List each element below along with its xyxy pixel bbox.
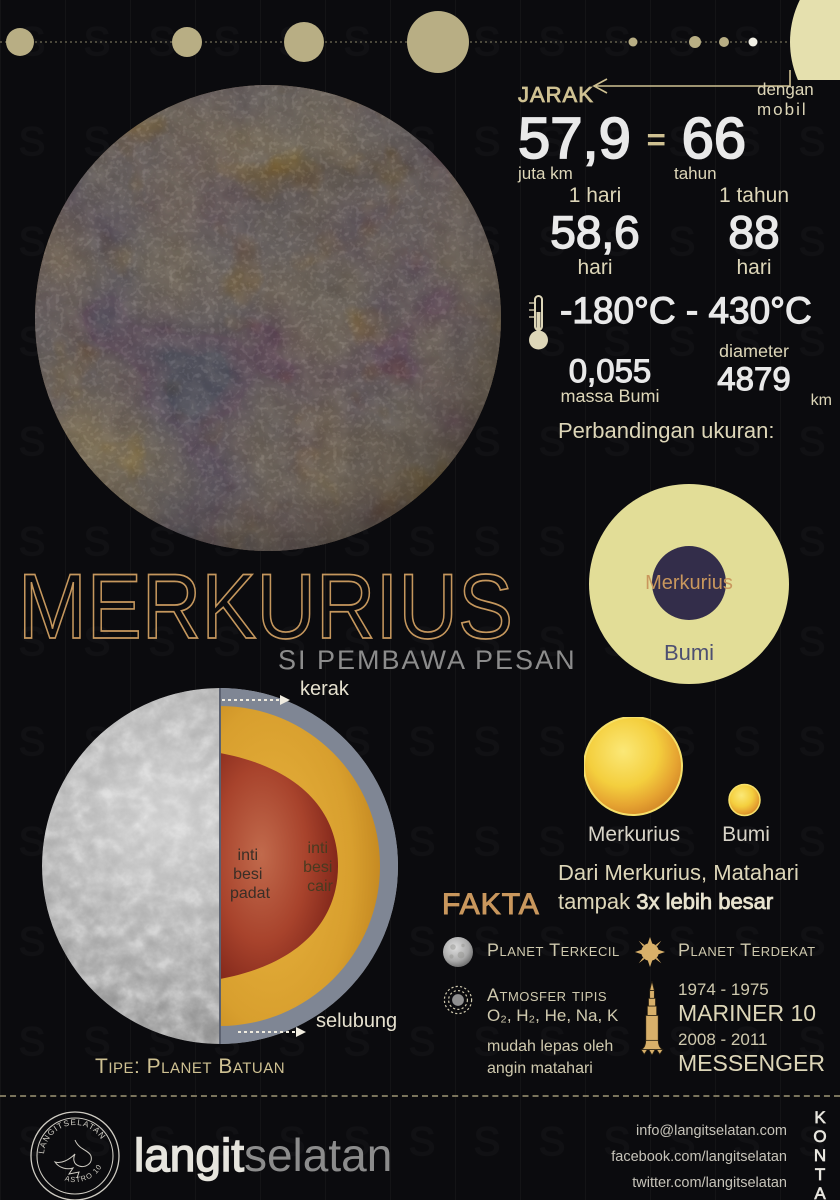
svg-text:LANGITSELATAN: LANGITSELATAN	[37, 1118, 107, 1154]
svg-text:inti besi cair: inti besi cair	[303, 840, 337, 895]
svg-text:MERKURIUS: MERKURIUS	[18, 558, 513, 658]
